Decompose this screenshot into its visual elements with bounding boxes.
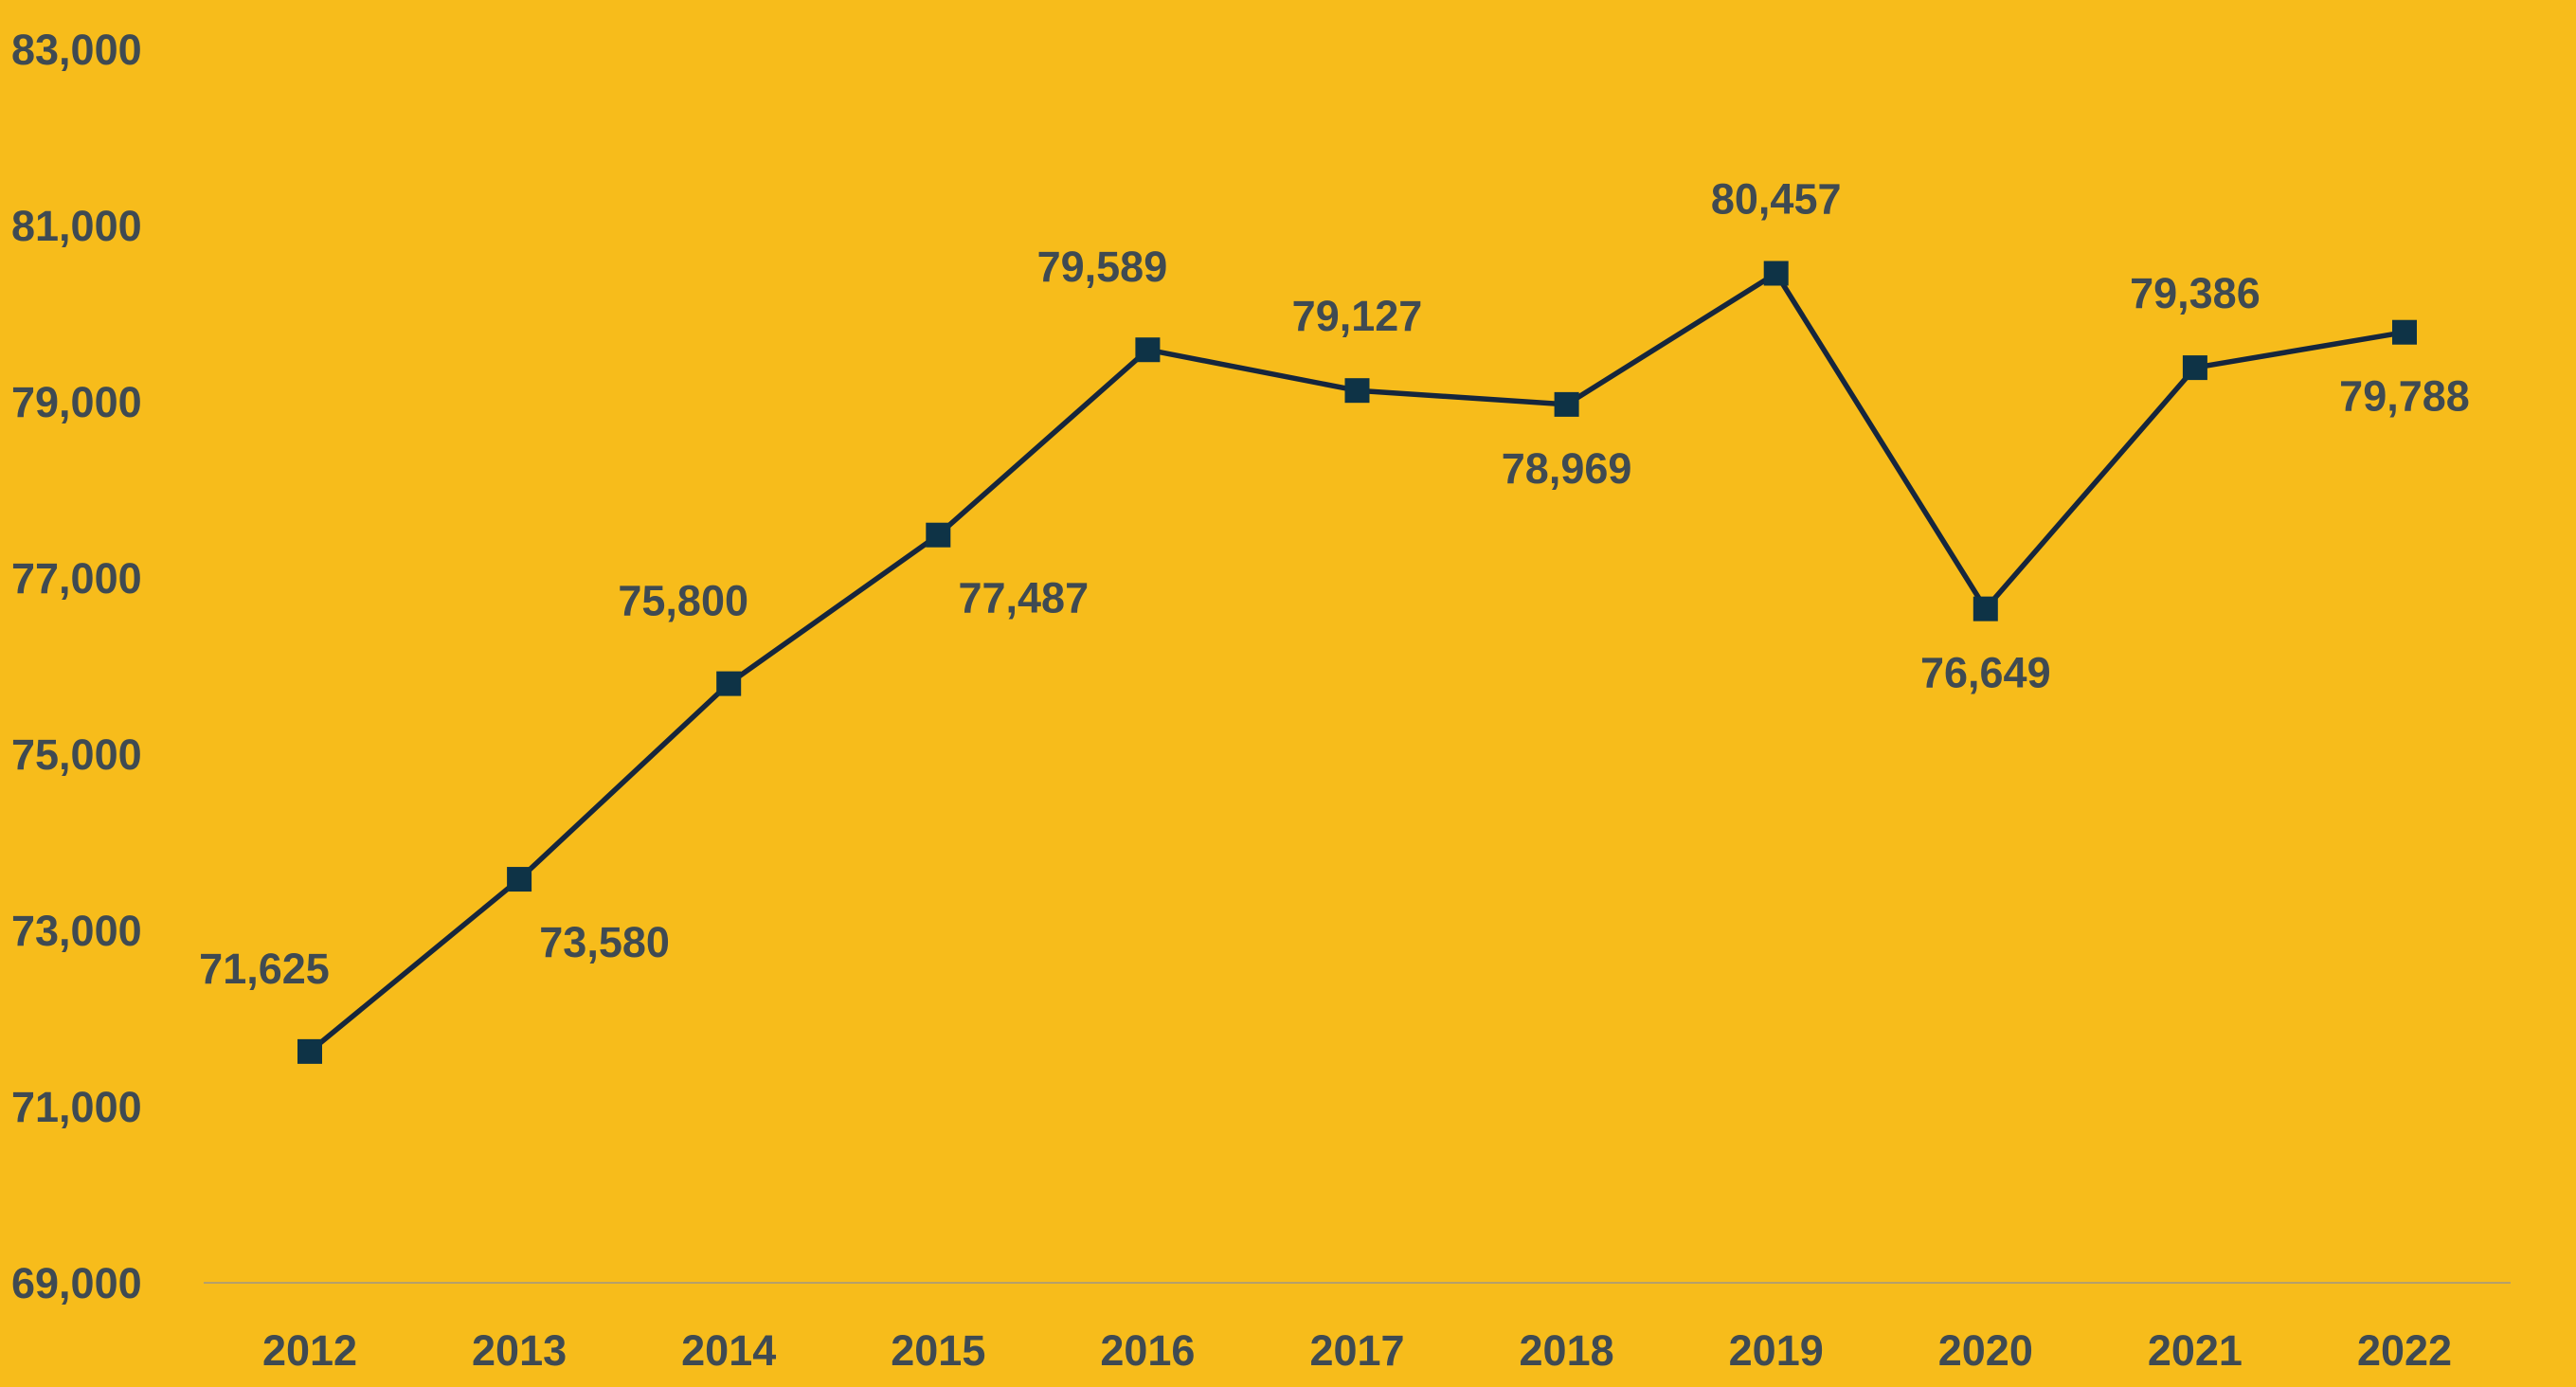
data-label: 78,969 <box>1502 444 1632 493</box>
x-tick-label: 2020 <box>1938 1326 2033 1375</box>
x-tick-label: 2019 <box>1729 1326 1824 1375</box>
y-tick-label: 69,000 <box>11 1259 142 1307</box>
x-tick-label: 2018 <box>1520 1326 1614 1375</box>
data-point-marker <box>507 867 532 892</box>
x-tick-label: 2022 <box>2357 1326 2452 1375</box>
data-point-marker <box>1973 596 1998 621</box>
x-tick-label: 2016 <box>1100 1326 1195 1375</box>
data-label: 79,788 <box>2339 372 2470 421</box>
y-tick-label: 73,000 <box>11 907 142 955</box>
y-tick-label: 79,000 <box>11 378 142 426</box>
data-label: 75,800 <box>618 577 748 625</box>
y-tick-label: 81,000 <box>11 202 142 250</box>
x-tick-label: 2014 <box>681 1326 776 1375</box>
x-tick-label: 2013 <box>472 1326 567 1375</box>
y-tick-label: 75,000 <box>11 730 142 779</box>
data-label: 79,386 <box>2130 269 2261 317</box>
data-point-marker <box>926 522 951 548</box>
y-tick-label: 83,000 <box>11 26 142 74</box>
data-point-marker <box>297 1038 322 1064</box>
x-axis-ticks: 2012 2013 2014 2015 2016 2017 2018 2019 2020 2021… <box>262 1326 2452 1375</box>
data-label: 79,589 <box>1037 243 1168 291</box>
data-point-marker <box>2392 319 2417 345</box>
data-label: 73,580 <box>539 918 670 966</box>
data-label: 79,127 <box>1292 292 1423 340</box>
x-tick-label: 2021 <box>2148 1326 2243 1375</box>
y-tick-label: 77,000 <box>11 554 142 603</box>
x-tick-label: 2015 <box>891 1326 985 1375</box>
data-point-marker <box>1763 261 1789 286</box>
x-tick-label: 2012 <box>262 1326 357 1375</box>
y-axis-ticks: 69,000 71,000 73,000 75,000 77,000 79,000 81,0… <box>11 26 142 1307</box>
data-point-marker <box>1344 378 1370 404</box>
data-label: 76,649 <box>1920 649 2051 697</box>
y-tick-label: 71,000 <box>11 1083 142 1131</box>
data-label: 80,457 <box>1711 174 1842 223</box>
data-labels: 71,625 73,580 75,800 77,487 79,589 79,127 78,9… <box>199 174 2470 992</box>
data-point-marker <box>2182 355 2207 381</box>
data-markers <box>297 261 2417 1064</box>
data-point-marker <box>716 671 742 696</box>
data-label: 71,625 <box>199 945 330 993</box>
data-point-marker <box>1135 337 1161 363</box>
data-point-marker <box>1554 391 1579 417</box>
data-label: 77,487 <box>958 574 1089 622</box>
x-tick-label: 2017 <box>1309 1326 1404 1375</box>
